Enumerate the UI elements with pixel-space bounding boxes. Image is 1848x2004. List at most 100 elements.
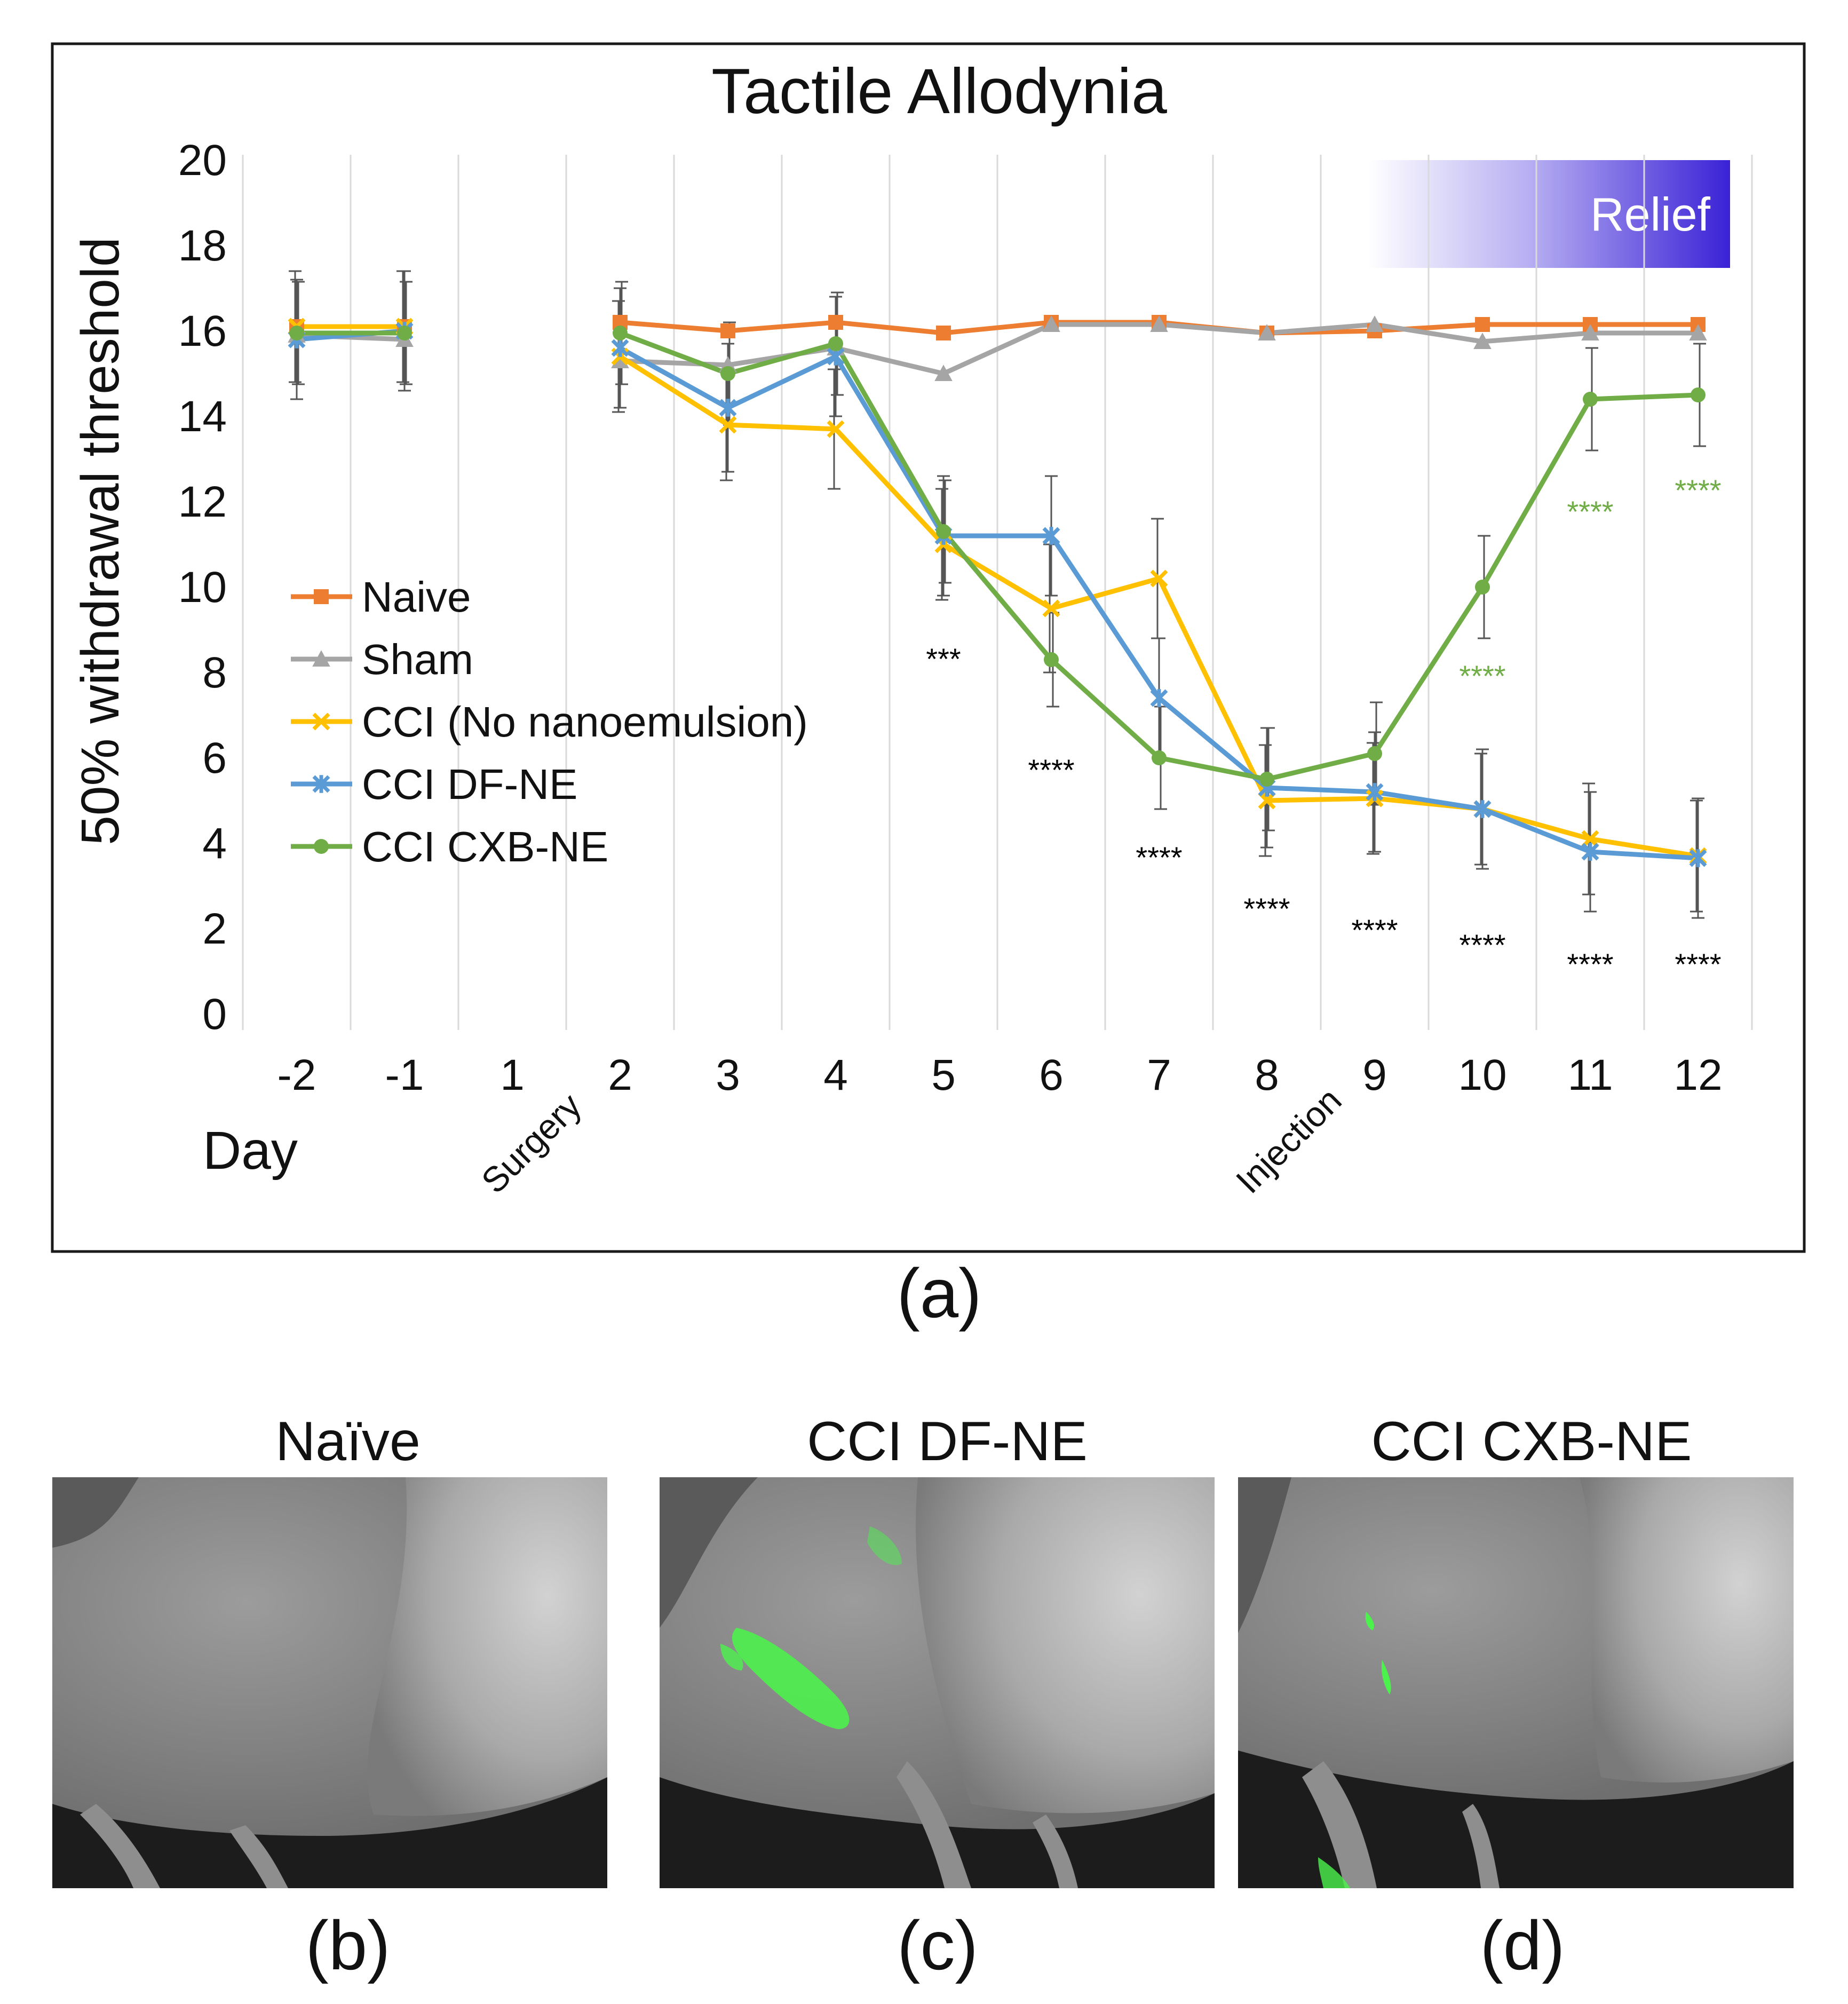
- x-tick-label: 11: [1567, 1051, 1613, 1099]
- significance-mark: ****: [1243, 892, 1290, 925]
- series-marker: [1044, 652, 1059, 667]
- x-tick-label: -2: [277, 1051, 316, 1099]
- significance-mark: ****: [1351, 913, 1398, 947]
- legend-label: CCI CXB-NE: [362, 823, 608, 870]
- x-tick-label: 12: [1673, 1051, 1722, 1099]
- legend-item: CCI DF-NE: [291, 761, 577, 808]
- legend-label: Naive: [362, 573, 471, 621]
- series-marker: [1150, 689, 1168, 707]
- y-tick-label: 20: [178, 136, 227, 185]
- x-tick-label: 4: [823, 1051, 848, 1099]
- y-tick-label: 14: [178, 392, 227, 441]
- series-marker: [1258, 791, 1276, 810]
- panel-d-label: (d): [1480, 1906, 1565, 1984]
- series-marker: [1367, 746, 1382, 761]
- significance-mark: ****: [1675, 473, 1721, 507]
- series-marker: [1581, 830, 1599, 848]
- significance-mark: ****: [1459, 659, 1505, 693]
- series-marker: [611, 339, 629, 357]
- relief-label: Relief: [1590, 188, 1711, 241]
- series-marker: [312, 775, 330, 793]
- marker-stroke: [1150, 569, 1168, 588]
- legend-item: CCI (No nanoemulsion): [291, 698, 808, 746]
- legend-label: CCI DF-NE: [362, 761, 577, 808]
- series-marker: [1150, 315, 1168, 332]
- relief-band: [1367, 160, 1730, 268]
- panel-a-label: (a): [897, 1254, 982, 1332]
- series-marker: [397, 326, 412, 340]
- y-tick-label: 2: [202, 905, 227, 953]
- y-tick-label: 12: [178, 478, 227, 526]
- marker-stroke: [1581, 830, 1599, 848]
- x-tick-label: -1: [385, 1051, 424, 1099]
- legend-label: CCI (No nanoemulsion): [362, 698, 808, 746]
- legend-item: Sham: [291, 636, 473, 683]
- y-tick-label: 16: [178, 307, 227, 355]
- legend-item: CCI CXB-NE: [291, 823, 608, 870]
- y-tick-label: 4: [202, 819, 227, 868]
- y-tick-label: 10: [178, 563, 227, 612]
- series-marker: [289, 326, 304, 340]
- series-marker: [314, 589, 329, 604]
- x-tick-label: 5: [931, 1051, 956, 1099]
- series-marker: [934, 365, 953, 381]
- marker-stroke: [1042, 599, 1060, 617]
- series-marker: [1042, 599, 1060, 617]
- panel-c-image: [660, 1477, 1215, 1888]
- series-marker: [1475, 580, 1490, 595]
- marker-stroke: [312, 712, 330, 731]
- series-marker: [613, 326, 628, 340]
- x-tick-label: 9: [1362, 1051, 1387, 1099]
- x-tick-label: 7: [1147, 1051, 1171, 1099]
- x-tick-label: 1: [500, 1051, 525, 1099]
- series-marker: [1689, 324, 1707, 340]
- series-marker: [314, 839, 329, 854]
- panel-c-label: (c): [897, 1906, 978, 1984]
- series-marker: [828, 336, 843, 351]
- series-marker: [720, 323, 735, 338]
- series-marker: [719, 416, 737, 434]
- marker-stroke: [719, 416, 737, 434]
- marker-stroke: [827, 420, 845, 438]
- series-marker: [611, 352, 629, 368]
- series-marker: [1691, 387, 1706, 402]
- series-marker: [827, 420, 845, 438]
- significance-mark: ****: [1567, 495, 1613, 528]
- series-marker: [936, 326, 951, 340]
- significance-mark: ****: [1136, 841, 1182, 874]
- chart-title: Tactile Allodynia: [711, 56, 1167, 127]
- panel-b-title: Naïve: [275, 1411, 421, 1472]
- series-marker: [1583, 392, 1598, 407]
- series-marker: [1150, 569, 1168, 588]
- panel-d-title: CCI CXB-NE: [1371, 1411, 1692, 1472]
- panel-b-label: (b): [306, 1906, 391, 1984]
- y-tick-label: 18: [178, 221, 227, 270]
- significance-mark: ***: [926, 642, 961, 676]
- series-marker: [720, 366, 735, 381]
- panel-c-title: CCI DF-NE: [807, 1411, 1088, 1472]
- series-marker: [1258, 324, 1276, 340]
- y-tick-label: 8: [202, 648, 227, 697]
- x-tick-label: 10: [1458, 1051, 1506, 1099]
- series-marker: [1259, 772, 1274, 787]
- series-marker: [312, 650, 330, 667]
- series-marker: [1473, 800, 1492, 818]
- significance-mark: ****: [1675, 947, 1721, 981]
- x-axis-title: Day: [203, 1121, 298, 1181]
- series-marker: [1042, 315, 1060, 332]
- x-tick-label: 8: [1255, 1051, 1279, 1099]
- series-marker: [1366, 315, 1384, 332]
- legend-item: Naive: [291, 573, 471, 621]
- series-marker: [312, 712, 330, 731]
- x-tick-label: 3: [716, 1051, 740, 1099]
- series-marker: [828, 315, 843, 330]
- significance-mark: ****: [1567, 947, 1613, 981]
- series-marker: [1366, 783, 1384, 801]
- panel-d-image: [1238, 1477, 1794, 1888]
- series-marker: [719, 399, 737, 417]
- series-marker: [1042, 527, 1060, 545]
- x-tick-label: 2: [608, 1051, 632, 1099]
- series-marker: [1475, 317, 1490, 332]
- series-marker: [1581, 324, 1599, 340]
